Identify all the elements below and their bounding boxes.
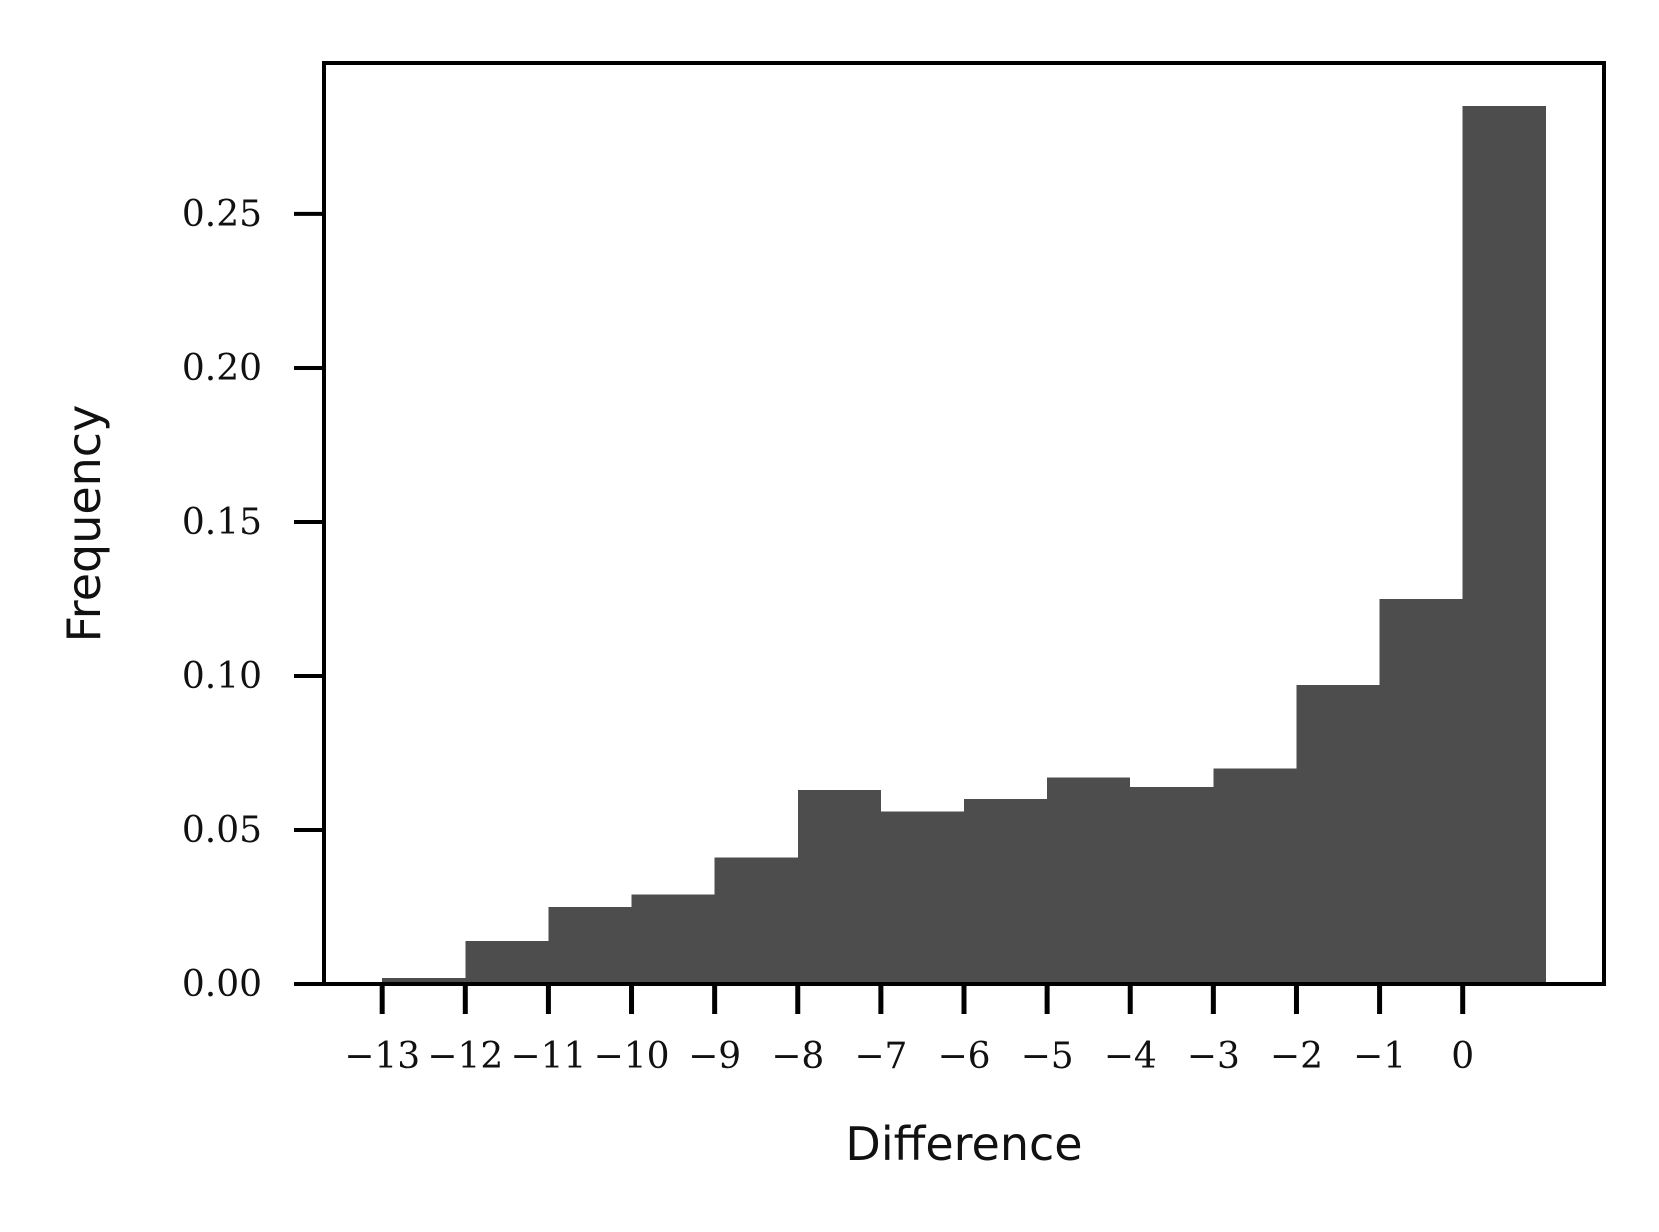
y-ticks-layer: 0.00 0.05 0.10 0.15 0.20 0.25 [182, 194, 324, 1005]
y-tick-label: 0.10 [182, 656, 262, 697]
x-tick-label: −7 [854, 1036, 907, 1077]
histogram-bar [797, 789, 881, 984]
x-axis-title: Difference [845, 1117, 1082, 1171]
histogram-bar [1379, 598, 1463, 984]
histogram-bar [465, 940, 549, 984]
histogram-bar [714, 857, 798, 984]
x-tick-label: −5 [1021, 1036, 1074, 1077]
histogram-bar [1130, 786, 1214, 984]
x-ticks-layer: −13 −12 −11 −10 −9 −8 −7 −6 −5 −4 −3 −2 −1 0 [344, 984, 1474, 1077]
x-tick-label: −1 [1353, 1036, 1406, 1077]
bars-layer [382, 106, 1546, 984]
x-tick-label: −9 [688, 1036, 741, 1077]
y-tick-label: 0.05 [182, 810, 262, 851]
x-tick-label: −13 [344, 1036, 420, 1077]
x-tick-label: −6 [937, 1036, 990, 1077]
histogram-bar [631, 894, 715, 984]
histogram-bar [1462, 106, 1546, 984]
histogram-bar [964, 799, 1048, 984]
x-tick-label: −12 [427, 1036, 503, 1077]
x-tick-label: −10 [594, 1036, 670, 1077]
x-tick-label: 0 [1451, 1036, 1474, 1077]
y-tick-label: 0.15 [182, 502, 262, 543]
y-axis-title: Frequency [57, 405, 111, 643]
x-tick-label: −8 [771, 1036, 824, 1077]
x-tick-label: −11 [510, 1036, 586, 1077]
y-tick-label: 0.25 [182, 194, 262, 235]
histogram-bar [880, 811, 964, 984]
histogram-bar [382, 977, 466, 984]
x-tick-label: −3 [1187, 1036, 1240, 1077]
histogram-bar [1296, 685, 1380, 984]
y-tick-label: 0.00 [182, 964, 262, 1005]
x-tick-label: −2 [1270, 1036, 1323, 1077]
histogram-bar [1213, 768, 1297, 984]
histogram-bar [1047, 777, 1131, 984]
x-tick-label: −4 [1104, 1036, 1157, 1077]
histogram-bar [548, 906, 632, 984]
plot-frame [322, 61, 1606, 986]
y-tick-label: 0.20 [182, 348, 262, 389]
